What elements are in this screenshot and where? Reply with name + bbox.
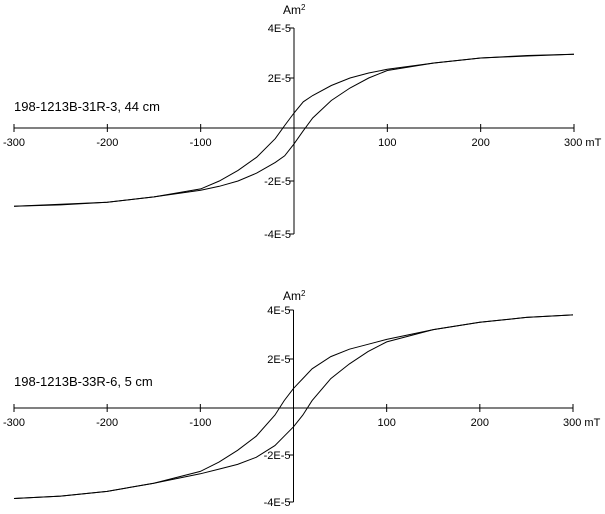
x-tick-label: -300 bbox=[3, 137, 25, 149]
y-tick-label: 4E-5 bbox=[267, 305, 290, 317]
x-tick-label: 300 mT bbox=[564, 137, 602, 149]
x-tick-label: -200 bbox=[96, 137, 118, 149]
hysteresis-branch-ascending bbox=[13, 53, 575, 207]
y-unit-label: Am2 bbox=[283, 3, 306, 17]
y-tick-label: 4E-5 bbox=[268, 23, 291, 35]
sample-label: 198-1213B-33R-6, 5 cm bbox=[14, 374, 153, 389]
x-tick-label: 300 mT bbox=[563, 417, 601, 429]
hysteresis-panel-top: -300 -200 -100 100 200 300 mT 4E-5 2E-5 -2E-5 -4E… bbox=[3, 3, 602, 241]
x-tick-label: 100 bbox=[378, 137, 396, 149]
x-tick-label: -100 bbox=[189, 417, 211, 429]
hysteresis-branch-ascending bbox=[13, 314, 574, 499]
x-tick-label: -300 bbox=[3, 417, 25, 429]
sample-label: 198-1213B-31R-3, 44 cm bbox=[14, 99, 160, 114]
y-tick-label: -2E-5 bbox=[264, 450, 291, 462]
y-unit-label: Am2 bbox=[283, 289, 306, 303]
y-tick-label: -4E-5 bbox=[264, 497, 291, 509]
x-tick-label: -100 bbox=[190, 137, 212, 149]
x-tick-label: 100 bbox=[377, 417, 395, 429]
x-tick-label: -200 bbox=[96, 417, 118, 429]
y-tick-label: 2E-5 bbox=[267, 354, 290, 366]
x-tick-label: 200 bbox=[471, 137, 489, 149]
hysteresis-panel-bottom: -300 -200 -100 100 200 300 mT 4E-5 2E-5 -2E-5 -4E… bbox=[3, 289, 601, 509]
y-tick-label: -4E-5 bbox=[264, 229, 291, 241]
x-tick-label: 200 bbox=[471, 417, 489, 429]
y-tick-label: 2E-5 bbox=[268, 73, 291, 85]
y-tick-label: -2E-5 bbox=[264, 176, 291, 188]
hysteresis-branch-descending bbox=[13, 314, 574, 499]
